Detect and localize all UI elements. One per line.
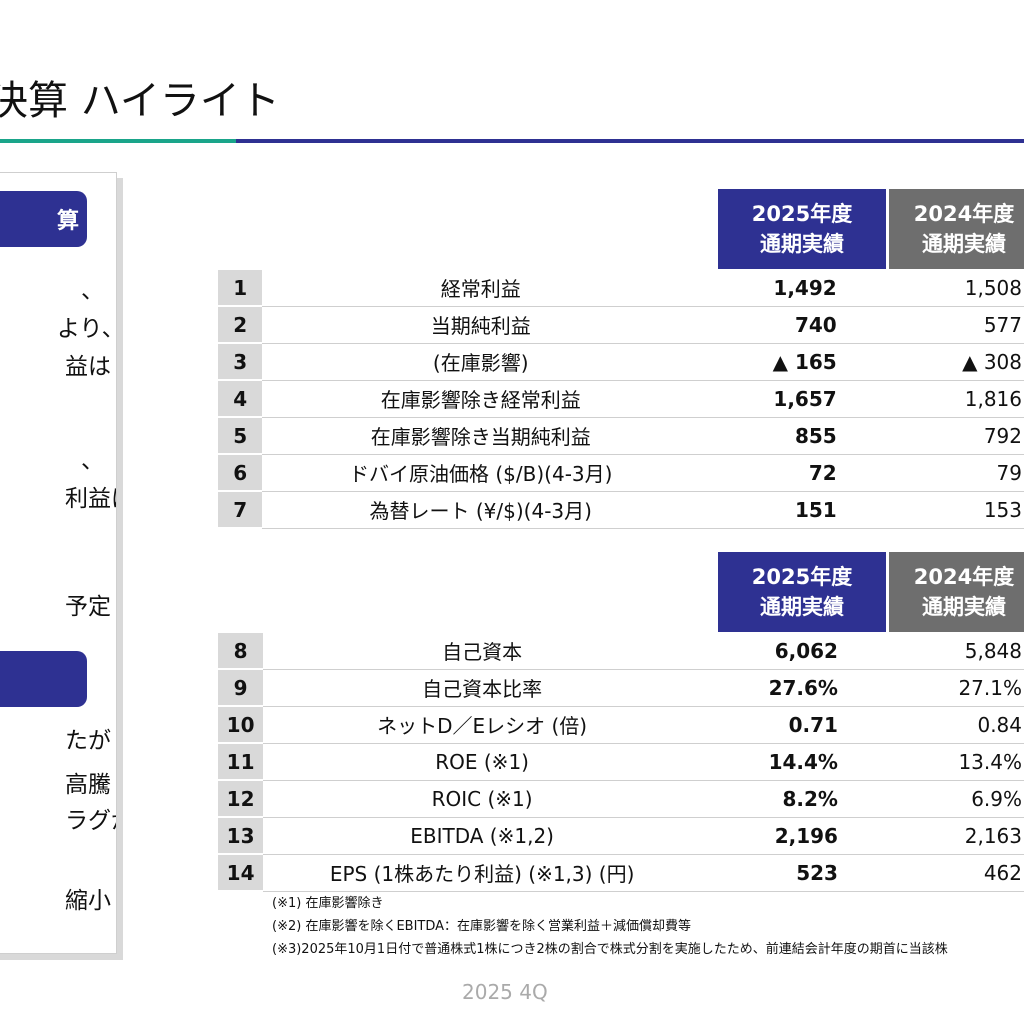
- row-number: 4: [218, 380, 263, 418]
- summary-line: 、: [81, 448, 104, 474]
- row-number: 11: [218, 743, 264, 781]
- current-value: 72: [699, 454, 863, 492]
- previous-value: 0.84: [863, 706, 1024, 744]
- table-row: 3 (在庫影響) ▲ 165 ▲ 308: [218, 343, 1024, 381]
- current-value: 6,062: [701, 633, 864, 670]
- summary-line: たが: [65, 728, 111, 754]
- row-label: 当期純利益: [262, 306, 700, 344]
- table-row: 1 経常利益 1,492 1,508: [218, 270, 1024, 307]
- summary-line: より、: [57, 316, 116, 342]
- table-row: 4 在庫影響除き経常利益 1,657 1,816: [218, 380, 1024, 418]
- column-header-current: 2025年度 通期実績: [718, 552, 886, 632]
- summary-line: 益は: [65, 354, 111, 380]
- summary-line: 縮小: [65, 888, 111, 914]
- table-row: 6 ドバイ原油価格 ($/B)(4-3月) 72 79: [218, 454, 1024, 492]
- footnotes: (※1) 在庫影響除き (※2) 在庫影響を除くEBITDA：在庫影響を除く営業…: [272, 892, 948, 961]
- row-label: 経常利益: [262, 270, 700, 307]
- summary-heading-2: [0, 651, 87, 707]
- column-header-previous: 2024年度 通期実績: [889, 189, 1024, 269]
- previous-value: 6.9%: [863, 780, 1024, 818]
- summary-line: 、: [81, 278, 104, 304]
- row-number: 2: [218, 306, 263, 344]
- row-number: 9: [218, 669, 264, 707]
- row-label: 在庫影響除き当期純利益: [262, 417, 700, 455]
- current-value: 14.4%: [701, 743, 864, 781]
- previous-value: 153: [862, 491, 1024, 529]
- page-footer: 2025 4Q: [462, 980, 548, 1004]
- table-row: 7 為替レート (¥/$)(4-3月) 151 153: [218, 491, 1024, 529]
- row-label: EBITDA (※1,2): [263, 817, 702, 855]
- summary-line: ラグが: [65, 808, 116, 834]
- table-row: 14 EPS (1株あたり利益) (※1,3) (円) 523 462: [218, 854, 1024, 892]
- title-rule: [236, 139, 1024, 143]
- row-number: 10: [218, 706, 264, 744]
- current-value: 1,657: [699, 380, 863, 418]
- financial-indicators-table: 8 自己資本 6,062 5,848 9 自己資本比率 27.6% 27.1% 10 ネットD／E…: [218, 633, 1024, 892]
- table-row: 13 EBITDA (※1,2) 2,196 2,163: [218, 817, 1024, 855]
- summary-line: 予定: [65, 594, 111, 620]
- row-label: 自己資本比率: [263, 669, 702, 707]
- summary-line: 利益は: [65, 486, 116, 512]
- row-number: 5: [218, 417, 263, 455]
- current-value: 0.71: [701, 706, 864, 744]
- table-row: 8 自己資本 6,062 5,848: [218, 633, 1024, 670]
- column-header-previous: 2024年度 通期実績: [889, 552, 1024, 632]
- row-number: 1: [218, 270, 263, 307]
- current-value: 151: [699, 491, 863, 529]
- row-label: ネットD／Eレシオ (倍): [263, 706, 702, 744]
- table-row: 10 ネットD／Eレシオ (倍) 0.71 0.84: [218, 706, 1024, 744]
- row-label: ドバイ原油価格 ($/B)(4-3月): [262, 454, 700, 492]
- summary-panel: 算 、 より、 益は 、 利益は 予定 たが 高騰 ラグが 縮小: [0, 172, 117, 954]
- previous-value: 27.1%: [863, 669, 1024, 707]
- table-row: 5 在庫影響除き当期純利益 855 792: [218, 417, 1024, 455]
- current-value: 1,492: [699, 270, 863, 307]
- results-table: 1 経常利益 1,492 1,508 2 当期純利益 740 577 3 (在庫影響) ▲ 165 ▲…: [218, 270, 1024, 529]
- table-row: 11 ROE (※1) 14.4% 13.4%: [218, 743, 1024, 781]
- row-label: 為替レート (¥/$)(4-3月): [262, 491, 700, 529]
- summary-line: 高騰: [65, 772, 111, 798]
- current-value: 855: [699, 417, 863, 455]
- current-value: 523: [701, 854, 864, 892]
- previous-value: 79: [862, 454, 1024, 492]
- row-number: 3: [218, 343, 263, 381]
- row-number: 13: [218, 817, 264, 855]
- previous-value: 1,508: [862, 270, 1024, 307]
- previous-value: 2,163: [863, 817, 1024, 855]
- table-row: 9 自己資本比率 27.6% 27.1%: [218, 669, 1024, 707]
- previous-value: 577: [862, 306, 1024, 344]
- footnote: (※3)2025年10月1日付で普通株式1株につき2株の割合で株式分割を実施した…: [272, 942, 948, 957]
- previous-value: 792: [862, 417, 1024, 455]
- table-row: 12 ROIC (※1) 8.2% 6.9%: [218, 780, 1024, 818]
- previous-value: ▲ 308: [862, 343, 1024, 381]
- row-label: ROE (※1): [263, 743, 702, 781]
- footnote: (※1) 在庫影響除き: [272, 896, 384, 911]
- previous-value: 1,816: [862, 380, 1024, 418]
- current-value: 27.6%: [701, 669, 864, 707]
- row-number: 7: [218, 491, 263, 529]
- current-value: ▲ 165: [699, 343, 863, 381]
- previous-value: 13.4%: [863, 743, 1024, 781]
- previous-value: 462: [863, 854, 1024, 892]
- row-label: (在庫影響): [262, 343, 700, 381]
- row-number: 12: [218, 780, 264, 818]
- summary-heading-1: 算: [0, 191, 87, 247]
- row-label: EPS (1株あたり利益) (※1,3) (円): [263, 854, 702, 892]
- footnote: (※2) 在庫影響を除くEBITDA：在庫影響を除く営業利益＋減価償却費等: [272, 919, 692, 934]
- current-value: 8.2%: [701, 780, 864, 818]
- row-label: 在庫影響除き経常利益: [262, 380, 700, 418]
- column-header-current: 2025年度 通期実績: [718, 189, 886, 269]
- previous-value: 5,848: [863, 633, 1024, 670]
- row-number: 6: [218, 454, 263, 492]
- title-rule-accent: [0, 139, 236, 143]
- current-value: 740: [699, 306, 863, 344]
- row-number: 14: [218, 854, 264, 892]
- row-label: ROIC (※1): [263, 780, 702, 818]
- current-value: 2,196: [701, 817, 864, 855]
- table-row: 2 当期純利益 740 577: [218, 306, 1024, 344]
- row-number: 8: [218, 633, 264, 670]
- row-label: 自己資本: [263, 633, 702, 670]
